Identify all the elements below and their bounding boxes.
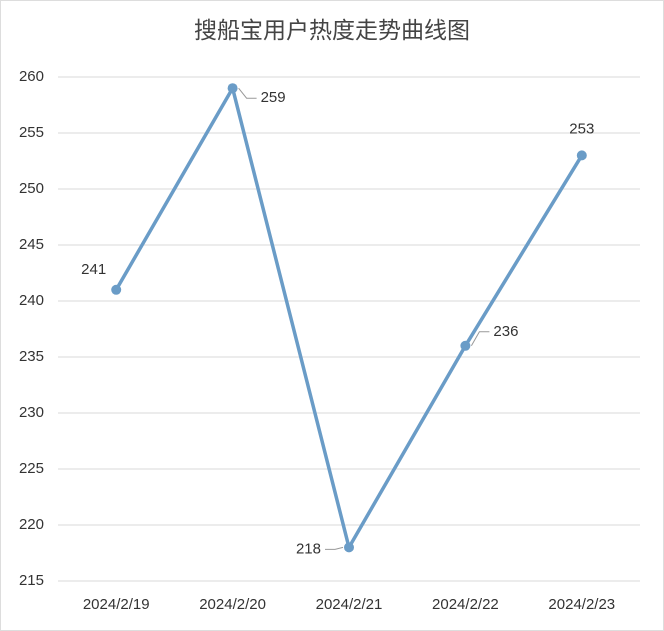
y-tick-label: 255: [19, 124, 44, 141]
leader-line: [238, 87, 257, 99]
chart-title: 搜船宝用户热度走势曲线图: [194, 17, 470, 43]
point: [344, 542, 354, 553]
data-label: 218: [296, 540, 321, 557]
y-tick-label: 250: [19, 180, 44, 197]
leader-line: [325, 546, 344, 550]
data-label: 241: [81, 261, 106, 278]
data-label: 253: [569, 120, 594, 137]
y-tick-label: 245: [19, 236, 44, 253]
y-tick-label: 220: [19, 516, 44, 533]
y-tick-label: 230: [19, 404, 44, 421]
x-tick-label: 2024/2/22: [432, 596, 499, 613]
point: [227, 83, 238, 94]
y-tick-label: 215: [19, 572, 44, 589]
data-label: 259: [261, 89, 286, 106]
data-label: 236: [493, 323, 518, 340]
x-tick-label: 2024/2/20: [199, 596, 266, 613]
y-tick-label: 240: [19, 292, 44, 309]
y-tick-label: 235: [19, 348, 44, 365]
y-tick-label: 225: [19, 460, 44, 477]
leader-line: [470, 331, 490, 347]
point: [111, 284, 122, 295]
point: [460, 340, 471, 351]
x-tick-label: 2024/2/23: [548, 596, 615, 613]
x-tick-label: 2024/2/19: [83, 596, 150, 613]
y-tick-label: 260: [19, 68, 44, 85]
x-tick-label: 2024/2/21: [316, 596, 383, 613]
point: [576, 150, 587, 161]
